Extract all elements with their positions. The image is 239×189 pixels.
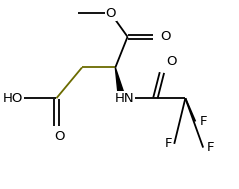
Text: O: O (54, 130, 65, 143)
Text: HN: HN (114, 92, 134, 105)
Text: O: O (160, 30, 170, 43)
Text: F: F (207, 141, 215, 154)
Text: HO: HO (3, 92, 23, 105)
Text: F: F (164, 137, 172, 150)
Text: O: O (106, 7, 116, 20)
Text: F: F (199, 115, 207, 128)
Text: O: O (167, 55, 177, 68)
Polygon shape (115, 67, 125, 99)
